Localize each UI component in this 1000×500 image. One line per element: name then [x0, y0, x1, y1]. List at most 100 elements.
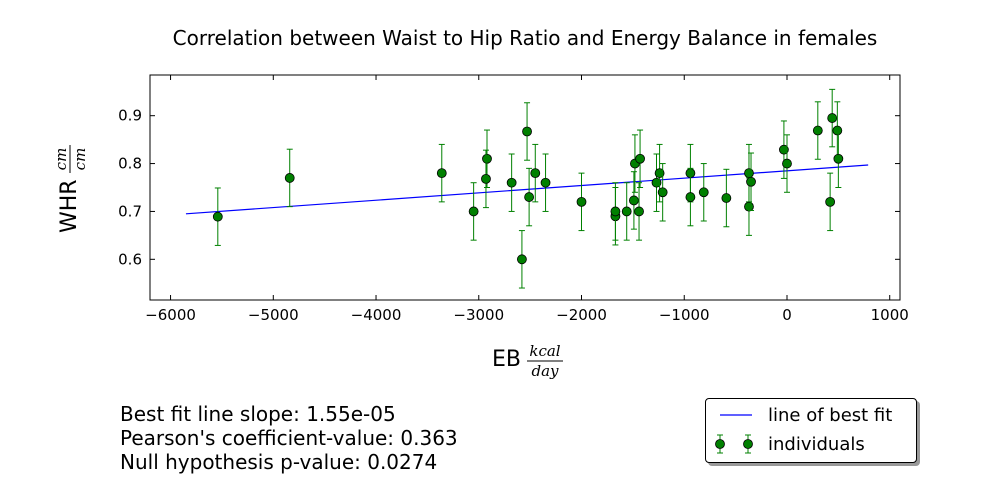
x-tick-label: −2000 — [556, 306, 607, 324]
point-marker — [812, 125, 823, 136]
data-point — [468, 182, 479, 241]
y-axis-unit-denominator: cm — [71, 148, 89, 171]
x-axis-label: EB kcal day — [492, 342, 563, 380]
data-point — [833, 129, 844, 188]
plot-frame — [149, 74, 901, 301]
data-point — [506, 153, 517, 212]
point-marker — [481, 173, 491, 184]
statistics-notes: Best fit line slope: 1.55e-05 Pearson's … — [120, 402, 458, 474]
chart-title: Correlation between Waist to Hip Ratio a… — [173, 26, 878, 50]
y-axis-label-text: WHR — [57, 179, 82, 233]
best-fit-slope-text: Best fit line slope: 1.55e-05 — [120, 402, 396, 426]
point-marker — [825, 196, 836, 207]
x-tick-label: 0 — [782, 306, 792, 324]
data-point — [698, 163, 709, 222]
data-point — [746, 152, 756, 211]
data-point — [744, 177, 754, 236]
data-point — [524, 167, 535, 227]
legend-label-line: line of best fit — [768, 404, 893, 426]
x-tick-label: −6000 — [145, 306, 196, 324]
point-marker — [744, 168, 754, 179]
data-point — [610, 182, 621, 241]
data-point — [621, 182, 632, 241]
data-point — [212, 187, 223, 246]
data-point — [630, 134, 640, 193]
point-marker — [284, 173, 295, 183]
data-point — [635, 129, 645, 188]
point-marker — [635, 153, 645, 164]
point-marker — [698, 187, 709, 198]
data-point — [721, 168, 732, 228]
best-fit-line — [185, 164, 869, 215]
data-point — [517, 230, 527, 289]
legend-label-individuals: individuals — [768, 433, 865, 455]
y-tick-label: 0.7 — [118, 202, 142, 220]
x-tick-label: 1000 — [871, 306, 909, 324]
pearson-coefficient-text: Pearson's coefficient-value: 0.363 — [120, 426, 458, 450]
point-marker — [436, 168, 447, 179]
x-tick-label: −3000 — [453, 306, 504, 324]
data-point — [657, 163, 668, 222]
data-point — [522, 102, 532, 161]
data-point — [782, 134, 792, 193]
legend-line-swatch — [720, 414, 752, 416]
legend-item-individuals: individuals — [706, 432, 865, 456]
point-marker — [685, 192, 696, 202]
point-marker — [654, 168, 665, 179]
point-marker — [833, 153, 844, 164]
point-marker — [482, 153, 492, 164]
data-point — [812, 101, 823, 160]
data-point — [825, 172, 836, 232]
point-marker — [779, 144, 789, 155]
point-marker — [746, 176, 756, 187]
x-tick-label: −1000 — [659, 306, 710, 324]
point-marker — [524, 192, 535, 202]
point-marker — [468, 206, 479, 217]
data-point — [481, 149, 491, 209]
x-axis-unit-denominator: day — [531, 362, 559, 380]
y-tick-label: 0.8 — [118, 155, 142, 173]
point-marker — [782, 158, 792, 169]
legend-marker-swatch — [715, 434, 753, 454]
point-marker — [540, 177, 551, 188]
data-point — [629, 171, 639, 230]
y-tick-label: 0.6 — [118, 250, 142, 268]
point-marker — [651, 177, 662, 188]
data-point — [634, 182, 644, 241]
y-axis-label: WHR cm cm — [52, 145, 89, 233]
point-marker — [827, 113, 838, 123]
point-marker — [576, 196, 587, 207]
data-point — [576, 172, 587, 232]
point-marker — [506, 177, 517, 188]
x-axis-unit-numerator: kcal — [529, 342, 560, 360]
legend-item-line: line of best fit — [706, 403, 892, 427]
data-point — [827, 88, 838, 148]
data-point — [779, 120, 789, 179]
point-marker — [629, 195, 639, 206]
data-point — [685, 167, 696, 227]
point-marker — [517, 254, 527, 265]
plot-area: −6000 −5000 −4000 −3000 −2000 −1000 0 1000 0.6 0.… — [118, 74, 909, 324]
point-marker — [530, 168, 541, 179]
point-marker — [610, 206, 621, 217]
data-point — [530, 143, 541, 203]
point-marker — [657, 187, 668, 198]
data-point — [436, 143, 447, 203]
p-value-text: Null hypothesis p-value: 0.0274 — [120, 450, 438, 474]
x-tick-label: −4000 — [351, 306, 402, 324]
point-marker — [634, 206, 644, 217]
point-marker — [744, 201, 754, 212]
point-marker — [212, 211, 223, 222]
point-marker — [721, 193, 732, 203]
point-marker — [621, 206, 632, 217]
y-tick-label: 0.9 — [118, 107, 142, 125]
data-point — [651, 153, 662, 212]
data-point — [540, 153, 551, 212]
legend: line of best fit individuals — [705, 398, 917, 463]
point-marker — [522, 126, 532, 137]
y-axis-unit-numerator: cm — [52, 148, 70, 171]
x-axis-label-text: EB — [492, 347, 521, 372]
x-tick-label: −5000 — [248, 306, 299, 324]
data-point — [284, 148, 295, 208]
